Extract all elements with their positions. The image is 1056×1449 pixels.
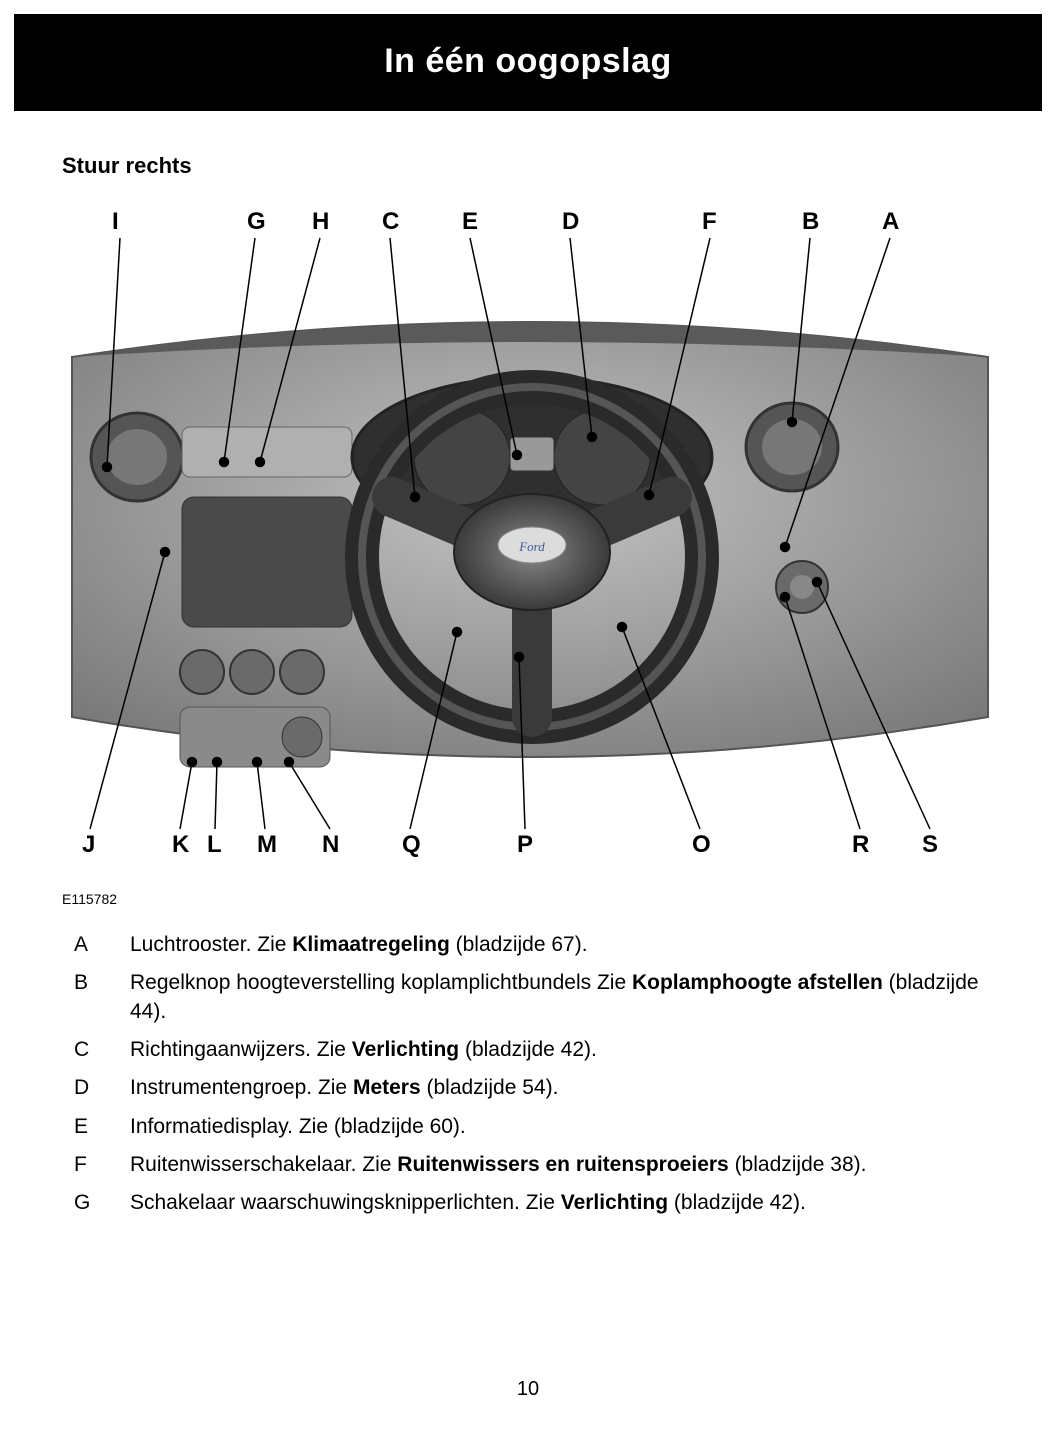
callout-label-K: K xyxy=(172,831,189,859)
legend-text: Schakelaar waarschuwingsknipperlichten. … xyxy=(130,1189,990,1217)
legend-row: BRegelknop hoogteverstelling koplamplich… xyxy=(66,969,990,1026)
legend-letter: B xyxy=(66,969,130,997)
diagram-ref-id: E115782 xyxy=(62,891,994,907)
callout-label-O: O xyxy=(692,831,711,859)
legend-row: GSchakelaar waarschuwingsknipperlichten.… xyxy=(66,1189,990,1217)
legend-list: ALuchtrooster. Zie Klimaatregeling (blad… xyxy=(62,931,994,1218)
legend-text: Instrumentengroep. Zie Meters (bladzijde… xyxy=(130,1074,990,1102)
callout-label-F: F xyxy=(702,208,717,236)
callout-label-E: E xyxy=(462,208,478,236)
page-header: In één oogopslag xyxy=(14,14,1042,111)
dashboard-diagram: Ford I G H C E D F B A J KL M N Q P O R S xyxy=(62,197,998,887)
legend-text: Ruitenwisserschakelaar. Zie Ruitenwisser… xyxy=(130,1151,990,1179)
callout-label-L: L xyxy=(207,831,222,859)
callout-label-S: S xyxy=(922,831,938,859)
legend-row: CRichtingaanwijzers. Zie Verlichting (bl… xyxy=(66,1036,990,1064)
callout-label-P: P xyxy=(517,831,533,859)
legend-text: Luchtrooster. Zie Klimaatregeling (bladz… xyxy=(130,931,990,959)
callout-label-R: R xyxy=(852,831,869,859)
subheading: Stuur rechts xyxy=(62,153,994,179)
legend-letter: C xyxy=(66,1036,130,1064)
legend-letter: G xyxy=(66,1189,130,1217)
callout-label-M: M xyxy=(257,831,277,859)
callout-label-A: A xyxy=(882,208,899,236)
legend-row: FRuitenwisserschakelaar. Zie Ruitenwisse… xyxy=(66,1151,990,1179)
legend-letter: E xyxy=(66,1113,130,1141)
header-title: In één oogopslag xyxy=(384,42,672,80)
callout-label-G: G xyxy=(247,208,266,236)
callout-label-D: D xyxy=(562,208,579,236)
callout-label-Q: Q xyxy=(402,831,421,859)
legend-letter: A xyxy=(66,931,130,959)
legend-text: Informatiedisplay. Zie (bladzijde 60). xyxy=(130,1113,990,1141)
callout-label-H: H xyxy=(312,208,329,236)
legend-text: Richtingaanwijzers. Zie Verlichting (bla… xyxy=(130,1036,990,1064)
page-number: 10 xyxy=(0,1378,1056,1401)
legend-row: EInformatiedisplay. Zie (bladzijde 60). xyxy=(66,1113,990,1141)
callout-label-N: N xyxy=(322,831,339,859)
callout-label-C: C xyxy=(382,208,399,236)
legend-letter: F xyxy=(66,1151,130,1179)
legend-letter: D xyxy=(66,1074,130,1102)
legend-row: ALuchtrooster. Zie Klimaatregeling (blad… xyxy=(66,931,990,959)
legend-row: DInstrumentengroep. Zie Meters (bladzijd… xyxy=(66,1074,990,1102)
legend-text: Regelknop hoogteverstelling koplamplicht… xyxy=(130,969,990,1026)
callout-label-J: J xyxy=(82,831,95,859)
callout-label-B: B xyxy=(802,208,819,236)
callout-label-I: I xyxy=(112,208,119,236)
diagram-svg: Ford xyxy=(62,197,998,887)
svg-text:Ford: Ford xyxy=(518,539,545,554)
